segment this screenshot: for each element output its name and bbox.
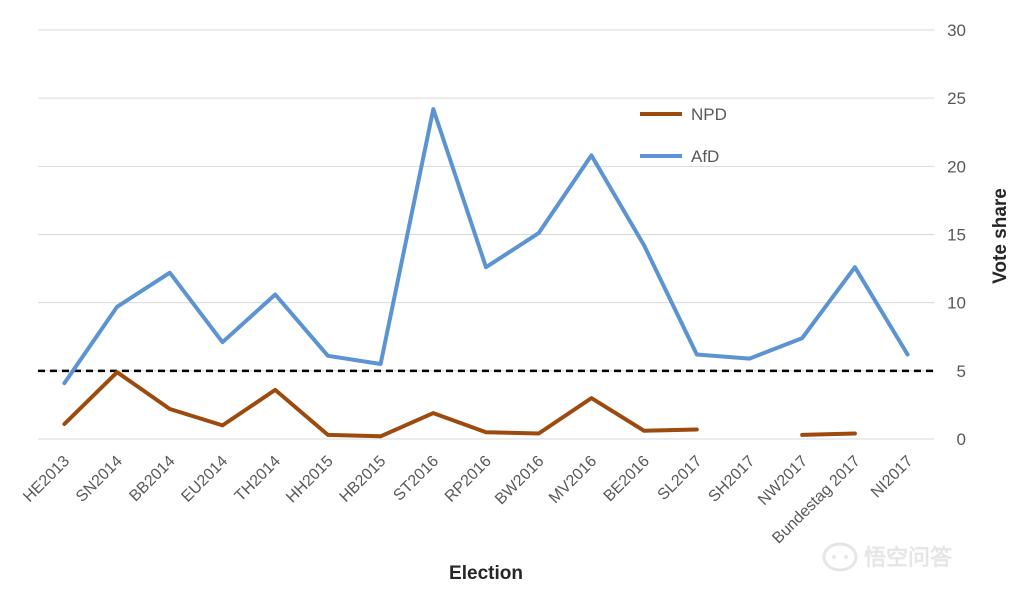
y-tick-label-0: 0: [957, 430, 966, 449]
x-tick-label-14: NW2017: [755, 453, 811, 509]
legend-label-afd: AfD: [691, 147, 719, 166]
y-tick-label-25: 25: [947, 89, 966, 108]
x-tick-label-15: Bundestag 2017: [769, 453, 864, 548]
x-tick-label-3: EU2014: [178, 453, 231, 506]
watermark-text: 悟空问答: [864, 545, 953, 571]
watermark: 悟空问答: [822, 542, 953, 572]
x-tick-label-9: BW2016: [492, 453, 547, 508]
x-tick-label-7: ST2016: [390, 453, 442, 505]
x-tick-label-10: MV2016: [546, 453, 600, 507]
legend-label-npd: NPD: [691, 105, 727, 124]
series-line-npd-0: [62, 370, 699, 439]
x-axis-title: Election: [449, 563, 523, 584]
y-tick-label-10: 10: [947, 294, 966, 313]
x-tick-label-11: BE2016: [601, 453, 653, 505]
y-tick-labels: 0 5 10 15 20 25 30: [947, 21, 966, 449]
series-line-afd-0: [62, 107, 910, 386]
x-tick-label-4: TH2014: [232, 453, 284, 505]
series-line-npd-1: [800, 431, 857, 437]
series-lines: [62, 107, 910, 439]
y-axis-title: Vote share: [990, 188, 1011, 284]
x-tick-label-6: HB2015: [337, 453, 390, 506]
chat-bubble-icon: [822, 542, 858, 572]
legend: NPD AfD: [640, 105, 727, 166]
x-tick-labels: HE2013 SN2014 BB2014 EU2014 TH2014 HH2015 HB20…: [20, 453, 916, 548]
y-tick-label-5: 5: [957, 362, 966, 381]
x-tick-label-16: NI2017: [868, 453, 917, 502]
x-tick-label-0: HE2013: [20, 453, 73, 506]
x-tick-label-2: BB2014: [126, 453, 178, 505]
x-tick-label-8: RP2016: [442, 453, 495, 506]
x-tick-label-13: SH2017: [705, 453, 758, 506]
gridlines: [38, 29, 934, 440]
x-tick-label-5: HH2015: [283, 453, 337, 507]
y-tick-label-20: 20: [947, 157, 966, 176]
y-tick-label-15: 15: [947, 226, 966, 245]
y-tick-label-30: 30: [947, 21, 966, 40]
x-tick-label-1: SN2014: [73, 453, 126, 506]
x-tick-label-12: SL2017: [655, 453, 706, 504]
